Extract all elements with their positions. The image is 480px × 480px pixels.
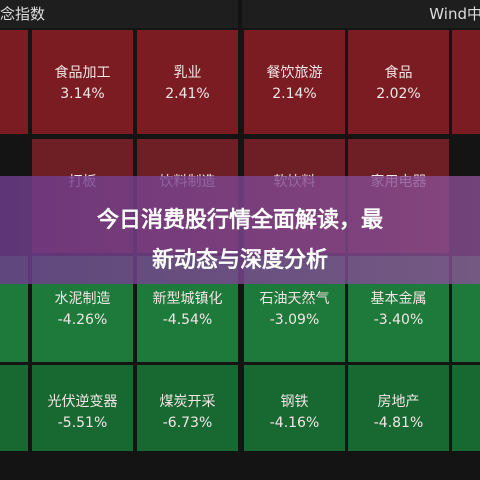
cell-change: -3.09%: [269, 312, 320, 328]
cell-name: 场: [0, 62, 28, 82]
overlay-title: 新动态与深度分析: [151, 248, 328, 273]
cell-change: %: [452, 312, 480, 328]
cell-name: 子: [0, 391, 28, 411]
title-overlay: 今日消费股行情全面解读，最 新动态与深度分析: [0, 176, 480, 284]
heatmap-cell: 房地产 -4.81%: [348, 365, 449, 451]
cell-name: 新型城镇化: [152, 291, 223, 307]
cell-change: 2.14%: [272, 86, 317, 102]
heatmap-cell: %: [452, 365, 480, 451]
cell-change: %: [452, 415, 480, 431]
cell-change: 2.41%: [165, 86, 210, 102]
cell-change: %: [0, 86, 28, 102]
header-title: Wind中: [429, 5, 480, 23]
cell-change: -4.26%: [57, 312, 108, 328]
cell-change: -5.51%: [57, 415, 108, 431]
heatmap-cell: 煤炭开采 -6.73%: [137, 365, 238, 451]
heatmap-cell: 食品加工 3.14%: [32, 30, 133, 134]
cell-name: 食品: [384, 65, 413, 81]
cell-change: -4.16%: [269, 415, 320, 431]
header-title: 念指数: [0, 5, 46, 23]
cell-change: 3.14%: [60, 86, 105, 102]
cell-name: 水泥制造: [54, 291, 111, 307]
heatmap-cell: 钢铁 -4.16%: [244, 365, 345, 451]
cell-name: 房地产: [377, 394, 420, 410]
heatmap-cell: 陆%: [452, 30, 480, 134]
heatmap-cell: 食品 2.02%: [348, 30, 449, 134]
cell-name: 乳业: [173, 65, 202, 81]
heatmap-cell: 场%: [0, 30, 28, 134]
cell-change: %: [452, 86, 480, 102]
heatmap-cell: 餐饮旅游 2.14%: [244, 30, 345, 134]
cell-change: -4.54%: [162, 312, 213, 328]
cell-change: %: [0, 415, 28, 431]
cell-change: 2.02%: [376, 86, 421, 102]
cell-name: 餐饮旅游: [266, 65, 323, 81]
cell-name: 光伏逆变器: [47, 394, 118, 410]
cell-name: 钢铁: [280, 394, 309, 410]
cell-name: 陆: [452, 62, 480, 82]
panel-header: 念指数: [0, 0, 238, 28]
heatmap-cell: 光伏逆变器 -5.51%: [32, 365, 133, 451]
panel-header: Wind中: [242, 0, 480, 28]
cell-name: 基本金属: [370, 291, 427, 307]
cell-change: -6.73%: [162, 415, 213, 431]
overlay-title: 今日消费股行情全面解读，最: [96, 208, 383, 233]
cell-name: 煤炭开采: [159, 394, 216, 410]
cell-name: 石油天然气: [259, 291, 330, 307]
cell-change: -3.40%: [373, 312, 424, 328]
heatmap-cell: 乳业 2.41%: [137, 30, 238, 134]
cell-change: -4.81%: [373, 415, 424, 431]
cell-change: %: [0, 312, 28, 328]
heatmap-cell: 子%: [0, 365, 28, 451]
cell-name: 食品加工: [54, 65, 111, 81]
